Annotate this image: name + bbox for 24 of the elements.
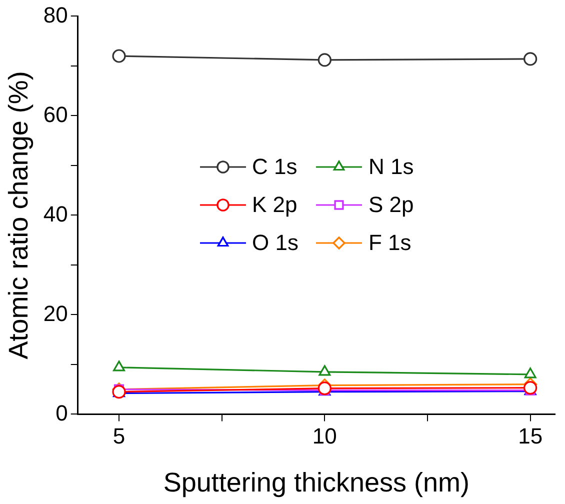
legend-label: S 2p: [368, 192, 414, 218]
x-axis-title: Sputtering thickness (nm): [163, 467, 470, 498]
point: [318, 382, 332, 396]
point: [524, 368, 536, 378]
point: [113, 360, 125, 372]
y-tick-label: 0: [56, 400, 68, 426]
point: [112, 49, 126, 63]
y-tick-label: 20: [43, 300, 68, 326]
legend-label: F 1s: [368, 230, 412, 256]
point: [318, 53, 332, 67]
y-axis-title: Atomic ratio change (%): [4, 71, 34, 360]
legend-label: C 1s: [252, 154, 298, 180]
point: [524, 381, 538, 395]
y-tick-label: 40: [43, 201, 68, 226]
legend-label: N 1s: [368, 154, 414, 180]
legend-label: K 2p: [252, 192, 298, 218]
y-tick-label: 80: [43, 2, 68, 28]
point: [524, 52, 538, 66]
x-tick-label: 15: [518, 423, 543, 448]
y-tick-label: 60: [43, 102, 68, 127]
x-tick-label: 10: [312, 423, 337, 448]
legend-label: O 1s: [252, 230, 298, 256]
point: [318, 365, 331, 376]
x-tick-label: 5: [112, 423, 126, 448]
